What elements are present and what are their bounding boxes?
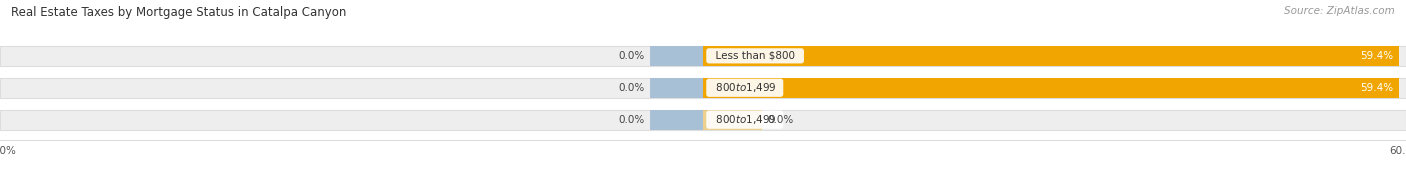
Text: 59.4%: 59.4% <box>1360 83 1393 93</box>
Bar <box>0 110 1406 129</box>
Bar <box>0 46 1406 66</box>
Text: Source: ZipAtlas.com: Source: ZipAtlas.com <box>1284 6 1395 16</box>
Bar <box>650 110 703 129</box>
Text: $800 to $1,499: $800 to $1,499 <box>709 113 780 126</box>
Text: 0.0%: 0.0% <box>619 115 644 125</box>
Legend: Without Mortgage, With Mortgage: Without Mortgage, With Mortgage <box>593 193 813 195</box>
Bar <box>703 110 762 129</box>
Text: 0.0%: 0.0% <box>619 51 644 61</box>
Text: Less than $800: Less than $800 <box>709 51 801 61</box>
Bar <box>650 46 703 66</box>
Bar <box>703 46 1399 66</box>
Bar <box>0 78 1406 98</box>
Text: $800 to $1,499: $800 to $1,499 <box>709 81 780 94</box>
Bar <box>650 78 703 98</box>
Text: 0.0%: 0.0% <box>768 115 794 125</box>
Text: 59.4%: 59.4% <box>1360 51 1393 61</box>
Text: 0.0%: 0.0% <box>619 83 644 93</box>
Bar <box>703 78 1399 98</box>
Text: Real Estate Taxes by Mortgage Status in Catalpa Canyon: Real Estate Taxes by Mortgage Status in … <box>11 6 347 19</box>
